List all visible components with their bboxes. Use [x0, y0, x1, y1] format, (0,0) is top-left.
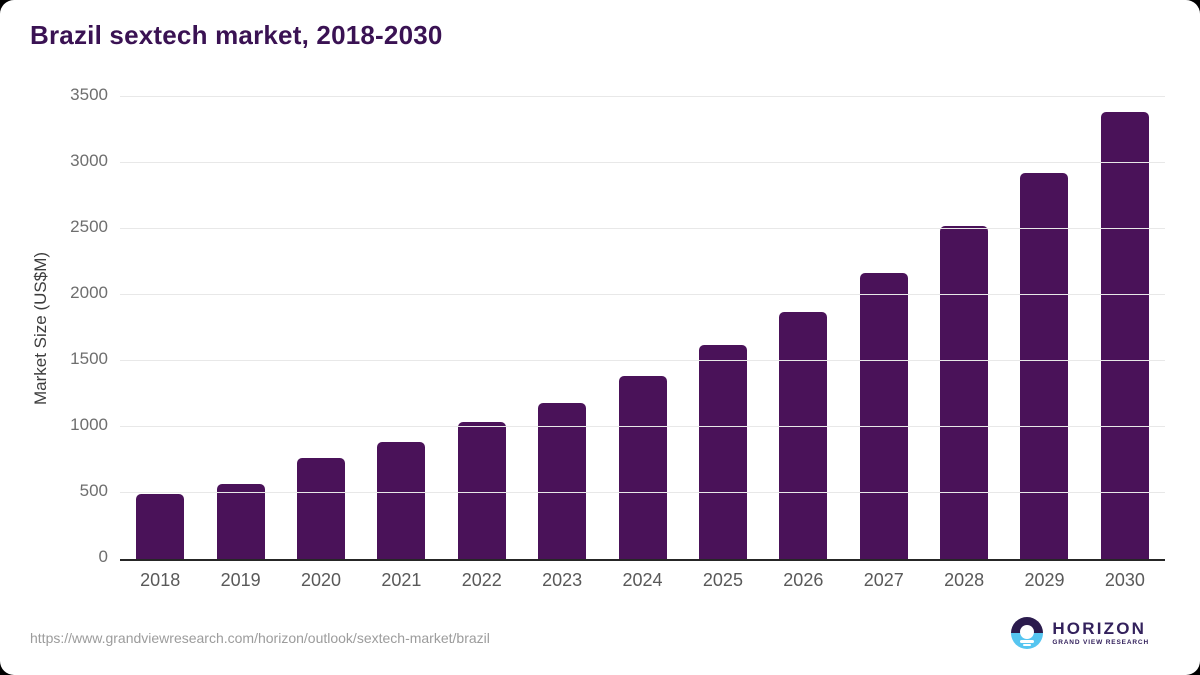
bar-2020 — [296, 458, 345, 559]
gridline — [120, 96, 1165, 97]
bar-2019 — [216, 483, 265, 559]
bar-slot — [1085, 97, 1165, 559]
logo-subtitle: GRAND VIEW RESEARCH — [1052, 638, 1149, 646]
bar-2022 — [457, 422, 506, 559]
bar-2030 — [1100, 111, 1149, 559]
bar-2018 — [136, 494, 185, 559]
bar-2027 — [859, 273, 908, 559]
y-tick-label: 0 — [98, 547, 108, 566]
x-tick-label: 2029 — [1024, 570, 1065, 590]
y-tick-label: 2500 — [70, 217, 108, 236]
gridline — [120, 228, 1165, 229]
y-tick-label: 1500 — [70, 349, 108, 368]
bar-slot — [522, 97, 602, 559]
bar-2028 — [940, 226, 989, 559]
bar-slot — [1004, 97, 1084, 559]
x-tick-label: 2018 — [140, 570, 181, 590]
plot-area — [120, 96, 1165, 561]
y-tick-label: 500 — [79, 481, 108, 500]
x-tick-label: 2023 — [542, 570, 583, 590]
gridline — [120, 492, 1165, 493]
logo-text: HORIZON GRAND VIEW RESEARCH — [1052, 620, 1149, 647]
sun-circle-icon — [1020, 625, 1035, 639]
sun-reflection-icon — [1020, 640, 1035, 643]
bar-slot — [763, 97, 843, 559]
x-tick-label: 2021 — [381, 570, 422, 590]
bar-slot — [924, 97, 1004, 559]
chart-title: Brazil sextech market, 2018-2030 — [30, 20, 443, 50]
gridline — [120, 294, 1165, 295]
bar-slot — [200, 97, 280, 559]
bar-2024 — [618, 375, 667, 559]
x-tick-label: 2024 — [622, 570, 663, 590]
bar-slot — [361, 97, 441, 559]
horizon-logo-icon — [1011, 617, 1044, 649]
gridline — [120, 426, 1165, 427]
bar-slot — [281, 97, 361, 559]
bar-2021 — [377, 441, 426, 559]
x-tick-label: 2030 — [1104, 570, 1145, 590]
x-tick-label: 2020 — [300, 570, 341, 590]
x-axis-tick-labels: 2018 2019 2020 2021 2022 2023 2024 2025 2026 2027… — [120, 570, 1165, 591]
bar-2025 — [698, 345, 747, 559]
gridline — [120, 162, 1165, 163]
x-tick-label: 2028 — [944, 570, 985, 590]
x-tick-label: 2022 — [461, 570, 502, 590]
x-tick-label: 2025 — [702, 570, 743, 590]
x-tick-label: 2026 — [783, 570, 824, 590]
y-tick-label: 3500 — [70, 85, 108, 104]
x-tick-label: 2027 — [863, 570, 904, 590]
bar-slot — [442, 97, 522, 559]
bar-slot — [120, 97, 200, 559]
y-tick-label: 3000 — [70, 151, 108, 170]
y-tick-label: 1000 — [70, 415, 108, 434]
horizon-logo: HORIZON GRAND VIEW RESEARCH — [1011, 617, 1149, 649]
x-tick-label: 2019 — [220, 570, 261, 590]
bar-slot — [683, 97, 763, 559]
source-url: https://www.grandviewresearch.com/horizo… — [30, 630, 490, 646]
sun-reflection-icon — [1023, 644, 1032, 646]
bar-2029 — [1020, 172, 1069, 559]
y-tick-label: 2000 — [70, 283, 108, 302]
bar-slot — [602, 97, 682, 559]
bar-2023 — [538, 402, 587, 559]
logo-name: HORIZON — [1052, 618, 1147, 638]
y-axis-tick-labels: 0 500 1000 1500 2000 2500 3000 3500 — [0, 85, 108, 566]
bar-2026 — [779, 312, 828, 559]
bar-slot — [844, 97, 924, 559]
bar-series — [120, 97, 1165, 559]
gridline — [120, 360, 1165, 361]
